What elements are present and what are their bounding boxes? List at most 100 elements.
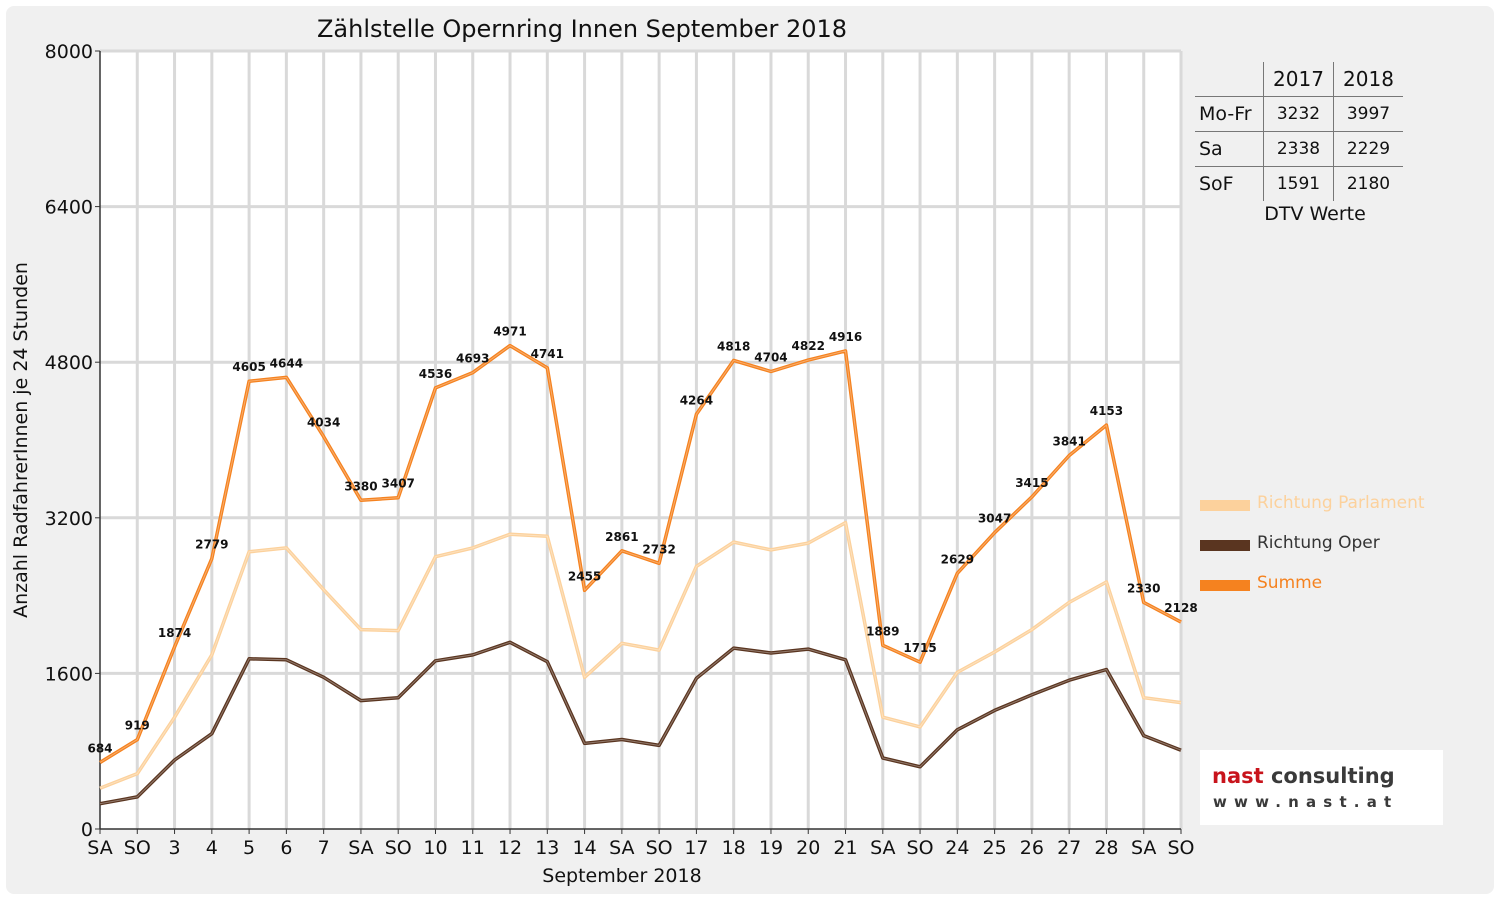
- legend-swatch: [1200, 500, 1250, 511]
- data-label: 4916: [829, 330, 862, 344]
- x-tick-label: 19: [759, 837, 783, 859]
- x-tick-label: SO: [1167, 837, 1194, 859]
- x-tick-label: SO: [124, 837, 151, 859]
- dtv-table: 2017 2018 Mo-Fr 3232 3997 Sa 2338 2229 S…: [1195, 62, 1415, 225]
- x-tick-label: 10: [423, 837, 447, 859]
- x-tick-label: 24: [945, 837, 969, 859]
- x-tick-label: 11: [461, 837, 485, 859]
- x-tick-label: SO: [907, 837, 934, 859]
- logo-name-part1: nast: [1212, 764, 1264, 788]
- data-label: 4822: [792, 339, 825, 353]
- x-tick-label: 13: [535, 837, 559, 859]
- dtv-cell: 1591: [1263, 166, 1334, 201]
- gridlines: [100, 49, 1183, 829]
- data-label: 684: [87, 741, 112, 755]
- dtv-row-label: Sa: [1195, 131, 1264, 167]
- dtv-header-2017: 2017: [1263, 62, 1334, 97]
- data-label: 4644: [270, 356, 303, 370]
- dtv-header-2018: 2018: [1333, 62, 1403, 97]
- series-line-summe: [99, 343, 1182, 764]
- data-labels: 684 919 1874 2779 4605 4644 4034 3380 3407 4536 46…: [87, 325, 1197, 756]
- x-tick-label: 6: [280, 837, 292, 859]
- dtv-cell: 3232: [1263, 96, 1334, 132]
- legend-swatch: [1200, 540, 1250, 551]
- data-label: 3407: [382, 477, 415, 491]
- legend-label: Summe: [1257, 573, 1323, 593]
- data-label: 4264: [680, 393, 713, 407]
- dtv-row-label: Mo-Fr: [1195, 96, 1264, 132]
- series-line-highlight: [99, 345, 1182, 763]
- logo-website: www.nast.at: [1213, 793, 1399, 811]
- series-line-highlight: [99, 641, 1182, 805]
- x-tick-label: SA: [870, 837, 895, 859]
- x-tick-label: SA: [1131, 837, 1156, 859]
- x-tick-label: SA: [348, 837, 373, 859]
- data-label: 4818: [717, 339, 750, 353]
- data-label: 2455: [568, 569, 601, 583]
- data-label: 2732: [642, 542, 675, 556]
- dtv-caption: DTV Werte: [1264, 203, 1366, 225]
- data-label: 2128: [1164, 601, 1197, 615]
- x-tick-label: 25: [983, 837, 1007, 859]
- x-tick-label: 27: [1057, 837, 1081, 859]
- dtv-row-label: SoF: [1195, 166, 1264, 201]
- data-label: 3841: [1052, 434, 1085, 448]
- x-tick-label: 3: [169, 837, 181, 859]
- x-tick-label: SA: [609, 837, 634, 859]
- plot-area: [100, 51, 1181, 829]
- data-label: 1889: [866, 624, 899, 638]
- data-label: 2629: [941, 552, 974, 566]
- series-line-oper: [99, 640, 1182, 806]
- data-label: 4693: [456, 352, 489, 366]
- data-label: 4971: [493, 325, 526, 339]
- series-line-highlight: [99, 522, 1182, 789]
- dtv-cell: 2338: [1263, 131, 1334, 167]
- y-axis-title: Anzahl RadfahrerInnen je 24 Stunden: [10, 262, 32, 618]
- y-tick-label: 8000: [45, 41, 93, 63]
- y-tick-label: 0: [81, 819, 93, 841]
- x-tick-label: SA: [87, 837, 112, 859]
- dtv-cell: 3997: [1333, 96, 1403, 132]
- legend-label: Richtung Parlament: [1257, 493, 1425, 513]
- legend-label: Richtung Oper: [1257, 533, 1380, 553]
- logo-name: nast consulting: [1212, 764, 1395, 788]
- x-tick-label: 14: [572, 837, 596, 859]
- data-label: 1715: [903, 641, 936, 655]
- data-label: 4153: [1090, 404, 1123, 418]
- x-tick-label: 12: [498, 837, 522, 859]
- series-lines: [99, 343, 1182, 806]
- x-axis-title: September 2018: [542, 865, 701, 887]
- x-tick-label: 26: [1020, 837, 1044, 859]
- data-label: 4741: [531, 347, 564, 361]
- data-label: 4704: [754, 351, 787, 365]
- x-tick-label: 18: [722, 837, 746, 859]
- x-tick-label: 17: [684, 837, 708, 859]
- dtv-cell: 2229: [1333, 131, 1403, 167]
- data-label: 919: [125, 719, 150, 733]
- y-tick-label: 1600: [45, 663, 93, 685]
- axes: [95, 50, 1182, 834]
- y-tick-label: 4800: [45, 352, 93, 374]
- legend-swatch: [1200, 580, 1250, 591]
- data-label: 1874: [158, 626, 191, 640]
- x-tick-label: 28: [1094, 837, 1118, 859]
- logo-name-part2: consulting: [1270, 764, 1395, 788]
- x-tick-label: SO: [646, 837, 673, 859]
- x-tick-label: 7: [318, 837, 330, 859]
- series-line-parlament: [99, 520, 1182, 790]
- company-logo: nast consulting www.nast.at: [1200, 750, 1443, 825]
- y-tick-label: 6400: [45, 197, 93, 219]
- data-label: 4605: [232, 360, 265, 374]
- y-tick-label: 3200: [45, 508, 93, 530]
- data-label: 2861: [605, 530, 638, 544]
- x-tick-label: 5: [243, 837, 255, 859]
- data-label: 3380: [344, 479, 377, 493]
- data-label: 2330: [1127, 581, 1160, 595]
- tick-labels: SA SO 3 4 5 6 7 SA SO 10 11 12 13 14 SA SO 17 18 19 20 21 SA S…: [45, 41, 1195, 859]
- data-label: 3047: [978, 512, 1011, 526]
- data-label: 2779: [195, 538, 228, 552]
- data-label: 4536: [419, 367, 452, 381]
- x-tick-label: 4: [206, 837, 218, 859]
- data-label: 4034: [307, 416, 340, 430]
